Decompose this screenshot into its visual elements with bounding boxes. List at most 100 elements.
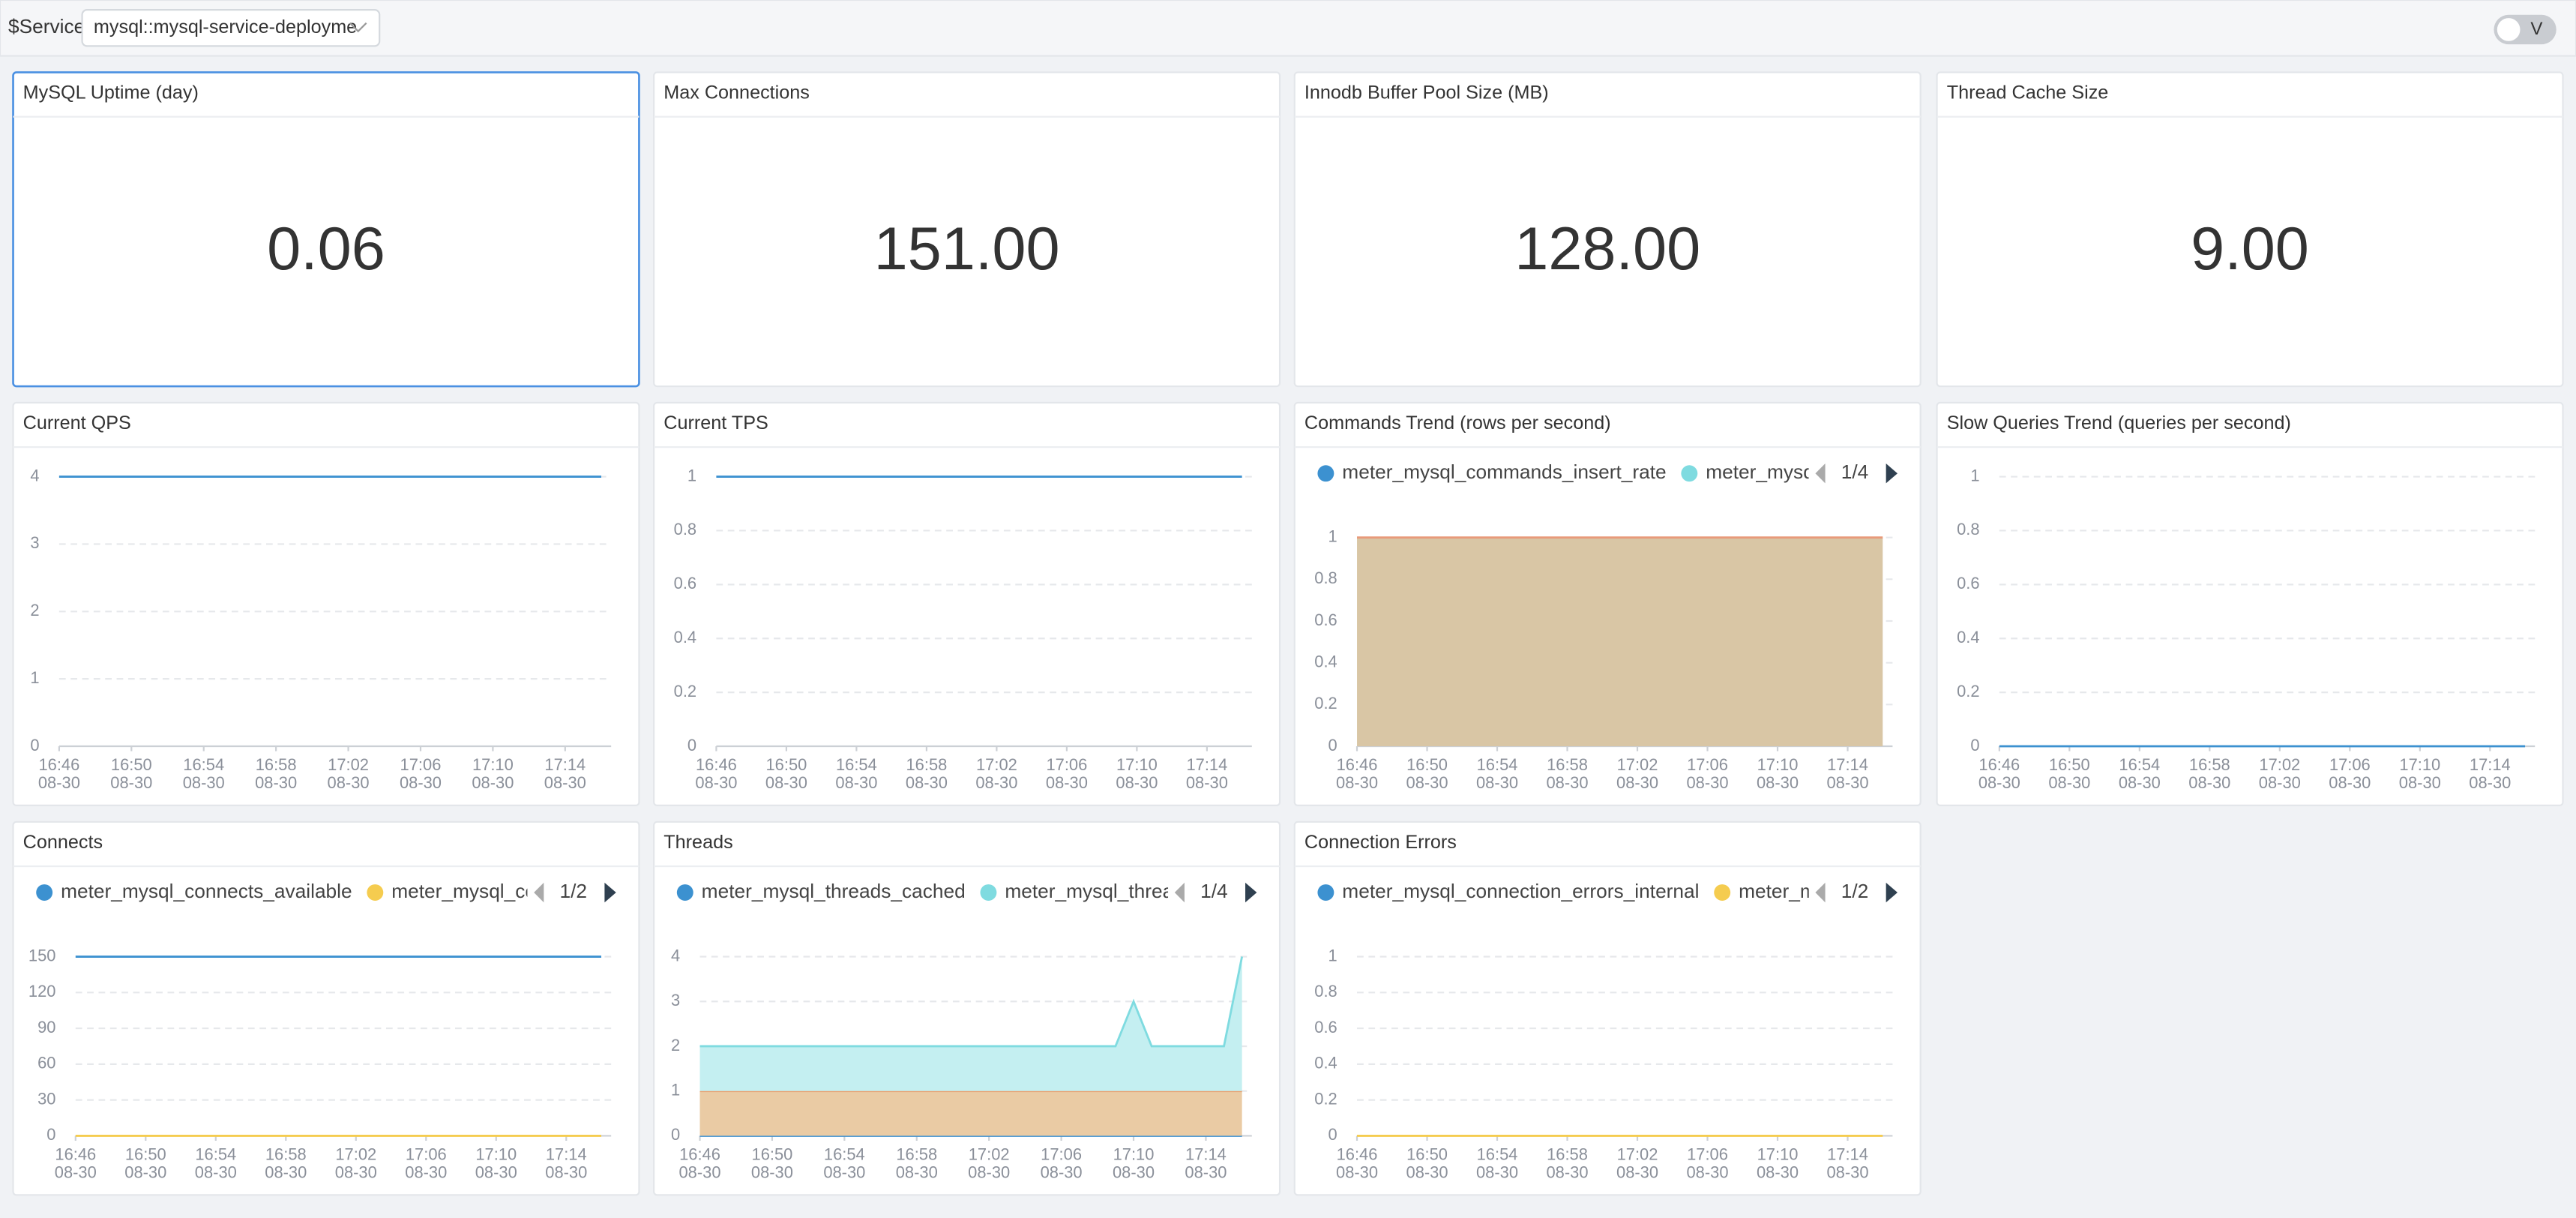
panel (1293, 820, 1922, 1196)
x-tick-date: 08-30 (400, 773, 442, 792)
panel-title: Commands Trend (rows per second) (1304, 412, 1611, 434)
legend-dot (36, 884, 53, 902)
legend-next[interactable] (1886, 464, 1898, 484)
area (699, 1090, 1242, 1136)
x-tick-label: 16:54 (824, 1144, 865, 1163)
y-tick-label: 3 (30, 533, 39, 552)
y-tick-label: 0.4 (1957, 628, 1979, 646)
panel (653, 820, 1281, 1196)
x-tick-date: 08-30 (1113, 1163, 1155, 1182)
legend-prev (534, 882, 544, 903)
x-tick-label: 17:02 (976, 755, 1017, 774)
y-tick-label: 2 (671, 1036, 680, 1054)
legend-page: 1/4 (1841, 460, 1869, 483)
y-tick-label: 0 (30, 736, 39, 754)
legend: meter_mysql_connection_errors_internal me… (1317, 880, 1827, 902)
y-tick-label: 90 (37, 1018, 55, 1036)
x-tick-date: 08-30 (1687, 773, 1729, 792)
x-tick-label: 16:46 (696, 755, 737, 774)
y-tick-label: 0.2 (1314, 1089, 1337, 1108)
x-tick-date: 08-30 (183, 773, 225, 792)
y-tick-label: 2 (30, 601, 39, 620)
x-tick-label: 16:58 (1547, 755, 1588, 774)
x-tick-date: 08-30 (1616, 1163, 1658, 1182)
y-tick-label: 0.4 (1314, 652, 1337, 670)
y-tick-label: 0.6 (1957, 574, 1979, 592)
y-tick-label: 30 (37, 1089, 55, 1108)
panel-title: Threads (663, 832, 732, 853)
x-tick-date: 08-30 (544, 773, 586, 792)
legend-label: meter_mysql_threads_cached (702, 880, 966, 902)
x-tick-date: 08-30 (1185, 1163, 1227, 1182)
x-tick-date: 08-30 (2048, 773, 2090, 792)
toggle-label: V (2530, 19, 2542, 39)
panel (653, 401, 1281, 806)
x-tick-date: 08-30 (1041, 1163, 1083, 1182)
x-tick-date: 08-30 (2259, 773, 2301, 792)
y-tick-label: 0 (671, 1125, 680, 1144)
x-tick-date: 08-30 (1757, 1163, 1799, 1182)
y-tick-label: 0.4 (674, 628, 696, 646)
panel-title: Slow Queries Trend (queries per second) (1947, 412, 2291, 434)
y-tick-label: 120 (28, 982, 56, 1000)
x-tick-date: 08-30 (2119, 773, 2161, 792)
x-tick-date: 08-30 (1826, 773, 1868, 792)
legend: meter_mysql_commands_insert_rate meter_my… (1317, 460, 1829, 483)
legend-label: meter_mysql_commands_insert_rate (1342, 460, 1666, 483)
x-tick-label: 17:02 (969, 1144, 1010, 1163)
x-tick-date: 08-30 (335, 1163, 377, 1182)
x-tick-label: 16:54 (1477, 1144, 1518, 1163)
x-tick-label: 17:10 (472, 755, 514, 774)
x-tick-label: 16:54 (836, 755, 877, 774)
x-tick-label: 17:02 (335, 1144, 376, 1163)
x-tick-date: 08-30 (1406, 773, 1448, 792)
x-tick-label: 17:02 (1617, 1144, 1658, 1163)
legend-dot (1714, 884, 1731, 902)
panel-title: Thread Cache Size (1947, 82, 2109, 104)
x-tick-date: 08-30 (2399, 773, 2441, 792)
x-tick-label: 17:10 (1116, 755, 1158, 774)
variable-value[interactable]: mysql::mysql-service-deployme (94, 16, 357, 38)
x-tick-date: 08-30 (328, 773, 370, 792)
x-tick-date: 08-30 (1476, 773, 1518, 792)
x-tick-label: 17:06 (1041, 1144, 1082, 1163)
x-tick-label: 16:50 (125, 1144, 166, 1163)
x-tick-label: 17:14 (544, 755, 586, 774)
x-tick-label: 16:58 (256, 755, 297, 774)
variable-select[interactable] (81, 9, 381, 47)
legend-next[interactable] (604, 882, 616, 903)
x-tick-date: 08-30 (1116, 773, 1158, 792)
panel (12, 820, 640, 1196)
y-tick-label: 1 (1328, 946, 1337, 964)
legend-next[interactable] (1245, 882, 1257, 903)
x-tick-label: 16:54 (195, 1144, 236, 1163)
legend-page: 1/4 (1200, 880, 1228, 902)
legend-next[interactable] (1886, 882, 1898, 903)
x-tick-label: 17:14 (1827, 755, 1868, 774)
x-tick-label: 17:10 (1757, 1144, 1799, 1163)
panel-title: Current QPS (23, 412, 131, 434)
x-tick-date: 08-30 (823, 1163, 865, 1182)
x-tick-date: 08-30 (405, 1163, 447, 1182)
legend-label: meter_my (1739, 880, 1827, 902)
x-tick-date: 08-30 (475, 1163, 517, 1182)
x-tick-date: 08-30 (545, 1163, 587, 1182)
x-tick-date: 08-30 (1476, 1163, 1518, 1182)
x-tick-label: 17:02 (328, 755, 369, 774)
x-tick-label: 16:54 (1477, 755, 1518, 774)
area (1357, 537, 1883, 747)
x-tick-date: 08-30 (1757, 773, 1799, 792)
x-tick-date: 08-30 (255, 773, 297, 792)
x-tick-date: 08-30 (1186, 773, 1228, 792)
y-tick-label: 0.2 (674, 682, 696, 700)
y-tick-label: 0.8 (1314, 982, 1337, 1000)
y-tick-label: 0.4 (1314, 1054, 1337, 1072)
x-tick-label: 16:58 (265, 1144, 307, 1163)
x-tick-label: 16:54 (2119, 755, 2160, 774)
x-tick-date: 08-30 (265, 1163, 307, 1182)
y-tick-label: 0 (687, 736, 696, 754)
x-tick-label: 16:50 (2049, 755, 2090, 774)
legend-label: meter_mysql_ (1706, 460, 1829, 483)
